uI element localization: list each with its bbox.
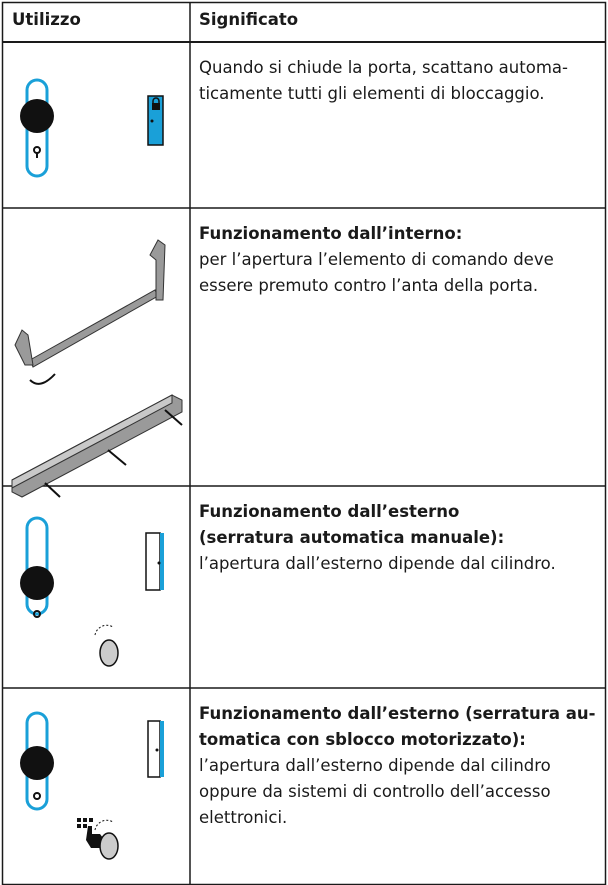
door-icon [147,95,164,146]
meaning-cell: Funzionamento dall’esterno (serratura au… [199,701,599,831]
key-icon [94,819,119,860]
meaning-text: Quando si chiude la porta, scattano auto… [199,58,568,77]
keypad-icon [77,818,103,848]
handle-icon [20,78,54,178]
door-icon [147,720,164,778]
meaning-text: ticamente tutti gli elementi di bloccagg… [199,84,545,103]
meaning-text: l’apertura dall’esterno dipende dal cili… [199,554,556,573]
meaning-text: essere premuto contro l’anta della porta… [199,276,539,295]
push-bar-icon [11,239,183,498]
handle-icon [20,711,54,811]
meaning-title: Funzionamento dall’esterno (serratura au… [199,704,596,723]
meaning-cell: Funzionamento dall’esterno (serratura aut… [199,499,599,577]
meaning-text: per l’apertura l’elemento di comando dev… [199,250,554,269]
key-icon [94,624,119,667]
column-header: Significato [199,10,299,29]
column-header: Utilizzo [12,10,81,29]
door-icon [145,532,164,591]
meaning-title: Funzionamento dall’interno: [199,224,463,243]
meaning-title: tomatica con sblocco motorizzato): [199,730,526,749]
meaning-title: Funzionamento dall’esterno [199,502,460,521]
handle-icon [20,516,54,618]
meaning-cell: Quando si chiude la porta, scattano auto… [199,55,599,107]
meaning-text: elettronici. [199,808,288,827]
meaning-text: l’apertura dall’esterno dipende dal cili… [199,756,551,775]
meaning-cell: Funzionamento dall’interno: per l’apertur… [199,221,599,299]
meaning-text: oppure da sistemi di controllo dell’acce… [199,782,551,801]
meaning-title: (serratura automatica manuale): [199,528,505,547]
